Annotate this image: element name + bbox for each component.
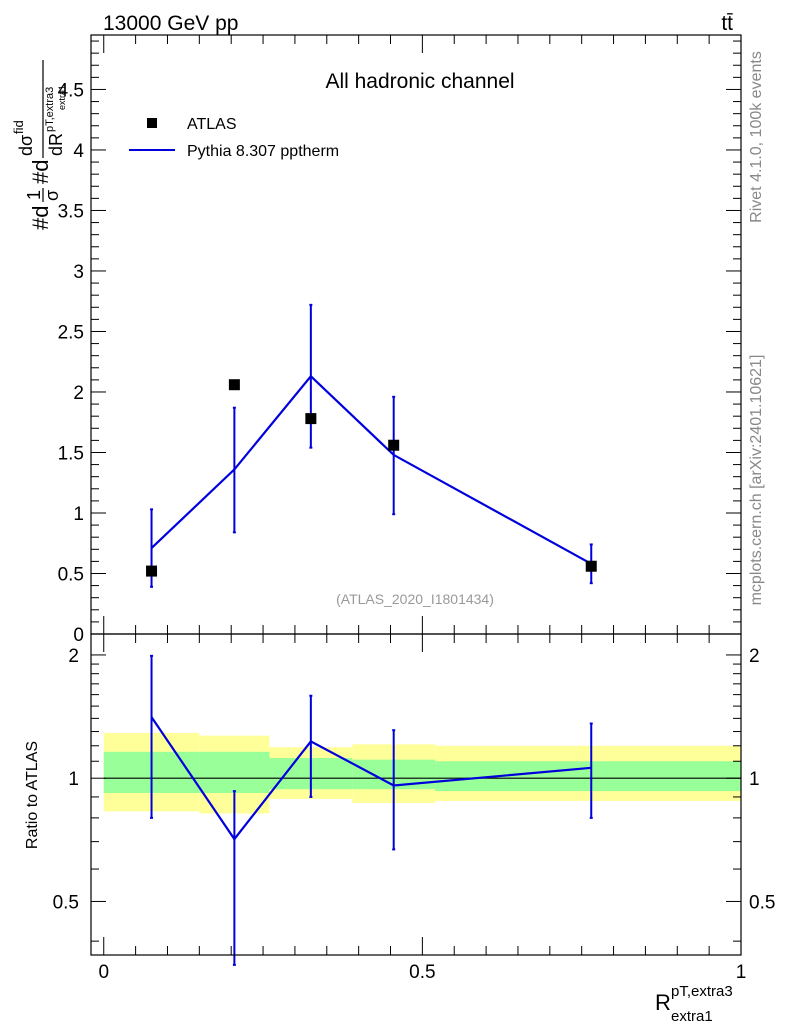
x-label-main: R — [655, 990, 671, 1015]
ratio-ytick-label-right: 1 — [749, 769, 760, 790]
legend-atlas-marker — [147, 118, 157, 128]
ratio-xtick-label: 0 — [98, 962, 109, 983]
main-y-axis-label: #d 1 σ #d dσ fid dR pT,extra3 extra1 — [11, 60, 67, 230]
ratio-series-layer — [150, 654, 593, 966]
chart-title: All hadronic channel — [325, 70, 514, 93]
main-panel: 0 0.5 1 1.5 2 2.5 3 3.5 4 4.5 All hadronic channe… — [11, 34, 742, 646]
ratio-frame — [90, 633, 742, 956]
main-ytick-label: 3.5 — [58, 201, 84, 222]
main-y-axis: 0 0.5 1 1.5 2 2.5 3 3.5 4 4.5 — [58, 40, 741, 646]
rivet-label: Rivet 4.1.0, 100k events — [748, 51, 765, 223]
legend-pythia-label: Pythia 8.307 pptherm — [187, 143, 339, 160]
atlas-data-point — [388, 439, 400, 451]
ratio-ytick-label: 1 — [68, 769, 79, 790]
ratio-ytick-label-right: 2 — [749, 646, 760, 667]
main-ytick-label: 3 — [73, 262, 84, 283]
pythia-line — [150, 374, 592, 565]
ratio-uncertainty-bands — [103, 732, 741, 814]
legend-atlas-label: ATLAS — [187, 116, 237, 133]
x-axis-label: R pT,extra3 extra1 — [655, 983, 733, 1024]
main-ytick-label: 4 — [73, 141, 84, 162]
ratio-ytick-label-right: 0.5 — [749, 892, 775, 913]
y-label-denominator: dR — [46, 133, 66, 156]
ratio-ytick-label: 0.5 — [53, 892, 79, 913]
analysis-id-label: (ATLAS_2020_I1801434) — [336, 591, 494, 607]
y-label-sigma: σ — [42, 190, 62, 201]
x-label-sup: pT,extra3 — [671, 983, 733, 1000]
atlas-data-point — [146, 565, 158, 577]
legend: ATLAS Pythia 8.307 pptherm — [129, 116, 339, 160]
main-ytick-label: 1 — [73, 504, 84, 525]
ratio-panel: 0.5 0.5 1 1 2 2 0 0.5 1 Ratio to ATLAS R pT,ext… — [24, 633, 775, 1024]
main-ytick-label: 2 — [73, 383, 84, 404]
ratio-y-axis-label: Ratio to ATLAS — [24, 741, 41, 849]
main-ytick-label: 0 — [73, 625, 84, 646]
energy-label: 13000 GeV pp — [103, 12, 238, 35]
y-label-prefix: #d — [28, 206, 53, 230]
y-label-fid: fid — [11, 120, 26, 134]
y-label-numerator: dσ — [16, 135, 36, 156]
ratio-ytick-label: 2 — [68, 646, 79, 667]
ratio-y-axis: 0.5 0.5 1 1 2 2 — [53, 646, 775, 942]
ratio-xtick-label: 1 — [736, 962, 747, 983]
atlas-data-point — [585, 560, 597, 572]
atlas-data-point — [228, 379, 240, 391]
x-label-sub: extra1 — [671, 1008, 713, 1024]
process-label: tt̄ — [721, 12, 733, 35]
ratio-band-green — [435, 761, 741, 792]
main-ytick-label: 4.5 — [58, 80, 84, 101]
main-ytick-label: 0.5 — [58, 564, 84, 585]
main-series-layer — [146, 303, 597, 588]
y-label-one: 1 — [24, 190, 44, 200]
ratio-xtick-label: 0.5 — [409, 962, 435, 983]
y-label-mid: #d — [28, 160, 53, 184]
mcplots-label: mcplots.cern.ch [arXiv:2401.10621] — [748, 355, 765, 606]
ratio-band-green — [199, 751, 270, 794]
atlas-data-point — [305, 413, 317, 425]
y-label-sub: extra1 — [57, 85, 67, 110]
y-label-sup: pT,extra3 — [44, 87, 56, 132]
main-ytick-label: 1.5 — [58, 443, 84, 464]
main-ytick-label: 2.5 — [58, 322, 84, 343]
ratio-line — [150, 716, 592, 841]
